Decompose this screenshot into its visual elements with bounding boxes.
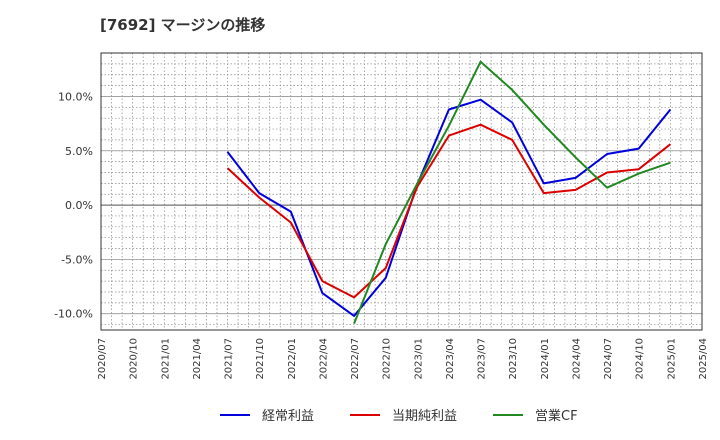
x-tick-label: 2022/10 — [382, 338, 393, 380]
x-tick-label: 2024/10 — [635, 338, 646, 380]
x-tick-label: 2024/07 — [603, 338, 614, 380]
x-tick-label: 2025/04 — [698, 338, 709, 380]
y-tick-label: -10.0% — [54, 308, 93, 321]
y-tick-label: 10.0% — [58, 90, 93, 103]
x-tick-label: 2023/04 — [445, 338, 456, 380]
x-tick-label: 2020/10 — [129, 338, 140, 380]
y-tick-label: 5.0% — [65, 145, 93, 158]
plot-area — [101, 53, 702, 330]
series-line-1 — [226, 98, 672, 317]
x-tick-label: 2025/01 — [666, 338, 677, 380]
x-tick-label: 2022/07 — [350, 338, 361, 380]
plot-frame — [100, 52, 703, 331]
x-tick-label: 2021/07 — [224, 338, 235, 380]
legend: 経常利益 当期純利益 営業CF — [220, 408, 578, 424]
x-tick-label: 2022/01 — [287, 338, 298, 380]
y-tick-label: -5.0% — [61, 253, 93, 266]
x-tick-label: 2021/10 — [255, 338, 266, 380]
series-layer — [226, 60, 672, 324]
x-tick-label: 2022/04 — [318, 338, 329, 380]
legend-label: 経常利益 — [262, 409, 314, 424]
x-tick-label: 2023/01 — [413, 338, 424, 380]
x-tick-label: 2023/07 — [477, 338, 488, 380]
x-tick-label: 2023/10 — [508, 338, 519, 380]
y-tick-label: 0.0% — [65, 199, 93, 212]
x-tick-label: 2020/07 — [97, 338, 108, 380]
legend-label: 当期純利益 — [392, 409, 457, 424]
legend-label: 営業CF — [535, 408, 578, 424]
x-tick-label: 2021/04 — [192, 338, 203, 380]
x-tick-label: 2024/04 — [571, 338, 582, 380]
x-tick-label: 2021/01 — [160, 338, 171, 380]
x-tick-label: 2024/01 — [540, 338, 551, 380]
chart-title: [7692] マージンの推移 — [100, 16, 266, 34]
axes: 10.0% 5.0% 0.0% -5.0% -10.0% 2020/07 2020/10 20… — [54, 90, 709, 379]
series-line-3 — [353, 60, 671, 324]
